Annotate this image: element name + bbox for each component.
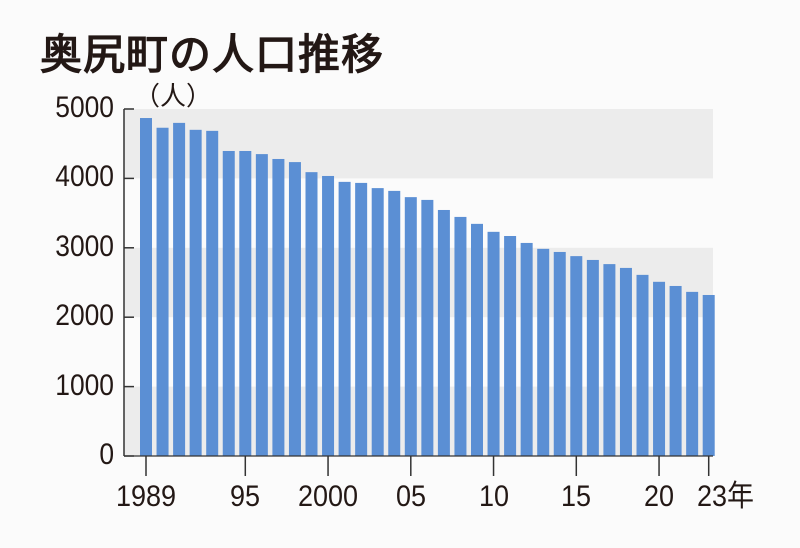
bar-2016 [586,259,599,456]
x-tick-label: 20 [644,480,675,513]
bar-2003 [371,188,384,456]
bar-2000 [322,175,335,456]
bar-2019 [636,274,649,456]
y-tick-label: 1000 [55,368,114,402]
bar-1990 [156,127,169,456]
bar-1995 [239,150,252,456]
x-tick-label: 95 [230,480,261,513]
bar-2012 [520,242,533,456]
bar-1992 [189,129,202,456]
x-tick-label: 1989 [115,480,177,513]
bar-1994 [222,150,235,456]
bar-2007 [437,209,450,456]
bar-2002 [355,182,368,456]
y-tick-label: 3000 [55,229,114,263]
x-tick-label: 05 [395,480,426,513]
bar-1991 [173,122,186,456]
bar-2005 [404,197,417,456]
bar-2022 [686,291,699,456]
bar-2013 [537,248,550,456]
grid-band [124,109,713,179]
bar-2004 [388,190,401,456]
bar-2008 [454,216,467,456]
chart-title: 奥尻町の人口推移 [40,30,385,79]
bar-2009 [471,223,483,456]
bar-2001 [338,181,351,456]
bar-2006 [421,199,434,456]
bar-1998 [288,162,301,456]
bar-2015 [570,256,583,456]
bar-2010 [487,231,500,456]
y-tick-label: 0 [99,438,114,471]
bar-2018 [619,267,632,456]
bar-1999 [305,172,318,457]
x-tick-label: 2000 [298,480,359,513]
y-tick-label: 5000 [55,91,114,124]
x-tick-label: 15 [561,480,592,513]
bar-2021 [669,285,682,456]
x-tick-label: 23年 [696,480,754,513]
bar-2014 [553,251,566,456]
x-tick-label: 10 [478,480,509,513]
bar-1989 [140,118,152,456]
bar-2023 [702,294,715,456]
y-tick-label: 4000 [55,160,114,194]
bar-2011 [504,236,517,456]
bar-1997 [272,158,285,456]
bar-2017 [603,264,616,456]
bar-1993 [206,130,219,456]
y-tick-label: 2000 [55,299,114,333]
bar-1996 [255,154,268,457]
bar-2020 [653,281,666,456]
y-axis-unit-label: （人） [134,82,213,112]
